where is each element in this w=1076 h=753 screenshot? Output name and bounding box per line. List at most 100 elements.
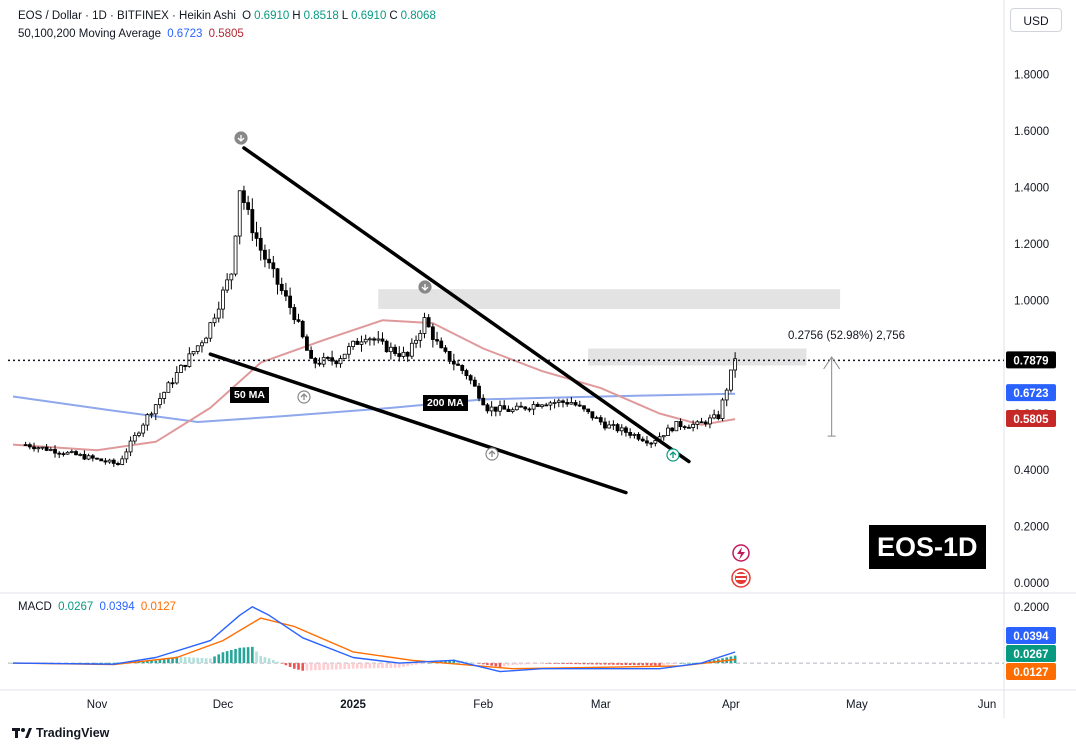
candle xyxy=(195,345,200,355)
ma50-line xyxy=(12,319,736,452)
macd-axis-tag xyxy=(1006,645,1056,662)
currency-button[interactable]: USD xyxy=(1010,8,1062,32)
macd-histogram-bar xyxy=(498,663,502,667)
macd-histogram-bar xyxy=(179,656,183,664)
macd-histogram-bar xyxy=(519,663,523,665)
candle xyxy=(447,351,452,365)
candle xyxy=(388,342,393,360)
macd-histogram-bar xyxy=(536,663,540,664)
candle xyxy=(619,424,624,436)
candle xyxy=(124,448,129,463)
trendline xyxy=(242,146,691,464)
high-marker-icon xyxy=(234,131,248,145)
candle xyxy=(120,455,125,466)
macd-histogram-bar xyxy=(314,663,317,671)
macd-histogram-bar xyxy=(469,662,472,664)
macd-histogram-bar xyxy=(230,650,233,664)
macd-histogram-bar xyxy=(397,663,401,668)
candle xyxy=(439,337,444,349)
candle xyxy=(409,338,414,359)
candle xyxy=(330,350,334,366)
candle xyxy=(451,353,456,371)
macd-histogram-bar xyxy=(570,663,573,665)
y-tick-label: 1.8000 xyxy=(1014,70,1049,82)
macd-histogram-bar xyxy=(280,663,284,664)
candle xyxy=(82,450,87,461)
x-tick-label: 2025 xyxy=(340,699,366,711)
price-axis-tag-label: 0.5805 xyxy=(1013,414,1049,426)
ma-value-200: 0.6723 xyxy=(167,28,203,40)
macd-histogram-bar xyxy=(670,663,674,665)
macd-histogram-bar xyxy=(162,659,166,664)
ma200-line xyxy=(12,392,736,423)
macd-histogram-bar xyxy=(171,657,174,664)
macd-histogram-bar xyxy=(544,663,548,664)
macd-histogram-bar xyxy=(532,663,535,665)
macd-histogram-bar xyxy=(263,657,267,664)
macd-histogram-bar xyxy=(465,661,468,664)
candle xyxy=(78,452,83,457)
macd-histogram-bar xyxy=(515,663,519,665)
macd-histogram-bar xyxy=(645,663,649,666)
macd-histogram-bar xyxy=(649,663,653,666)
candle xyxy=(258,227,263,261)
macd-histogram-bar xyxy=(192,657,195,664)
candle xyxy=(57,451,62,459)
y-tick-label: 0.2000 xyxy=(1014,522,1049,534)
candle xyxy=(477,382,481,402)
macd-histogram-bar xyxy=(633,663,636,666)
macd-histogram-bar xyxy=(175,656,179,664)
macd-histogram-bar xyxy=(83,662,86,664)
macd-axis-tag xyxy=(1006,627,1056,644)
macd-histogram-bar xyxy=(528,663,531,665)
macd-histogram-bar xyxy=(188,657,191,664)
candle xyxy=(485,402,490,414)
candle xyxy=(628,428,633,439)
candle xyxy=(132,432,137,444)
candle xyxy=(367,336,372,346)
macd-histogram-bar xyxy=(582,663,586,665)
candle xyxy=(44,444,49,452)
macd-histogram-bar xyxy=(691,662,695,664)
macd-histogram-bar xyxy=(733,655,737,664)
x-tick-label: May xyxy=(846,699,868,711)
candle xyxy=(309,346,314,359)
candle xyxy=(695,420,700,430)
low-marker-icon xyxy=(485,447,499,461)
macd-histogram-bar xyxy=(511,663,514,666)
candle xyxy=(292,304,297,325)
y-tick-label: 1.4000 xyxy=(1014,183,1049,195)
x-tick-label: Apr xyxy=(722,699,740,711)
candle xyxy=(158,392,162,409)
candle xyxy=(502,400,507,410)
candle xyxy=(200,340,204,353)
candle xyxy=(111,458,116,467)
ohlc-key-h: H xyxy=(292,10,301,22)
candle xyxy=(103,457,108,465)
macd-histogram-bar xyxy=(339,663,342,670)
candle xyxy=(27,442,32,450)
candle xyxy=(615,422,620,433)
macd-histogram-bar xyxy=(167,658,170,664)
candle xyxy=(95,457,99,460)
candle xyxy=(166,380,171,393)
candle xyxy=(414,335,418,349)
candle xyxy=(107,458,112,464)
macd-histogram-bar xyxy=(666,663,670,665)
low-marker-icon xyxy=(297,390,311,404)
tradingview-footer[interactable]: TradingView xyxy=(12,726,109,740)
macd-histogram-bar xyxy=(368,663,372,669)
candle xyxy=(187,347,192,368)
macd-histogram-bar xyxy=(251,646,254,664)
candle xyxy=(632,432,637,439)
macd-histogram-bar xyxy=(452,659,456,664)
macd-line-value: 0.0394 xyxy=(99,601,135,613)
macd-y-tick-label: 0.2000 xyxy=(1014,602,1049,614)
candle xyxy=(48,447,53,452)
macd-histogram-bar xyxy=(318,663,321,671)
candle xyxy=(481,394,486,406)
candle xyxy=(179,364,183,373)
candle xyxy=(300,319,305,339)
candle xyxy=(61,451,66,457)
